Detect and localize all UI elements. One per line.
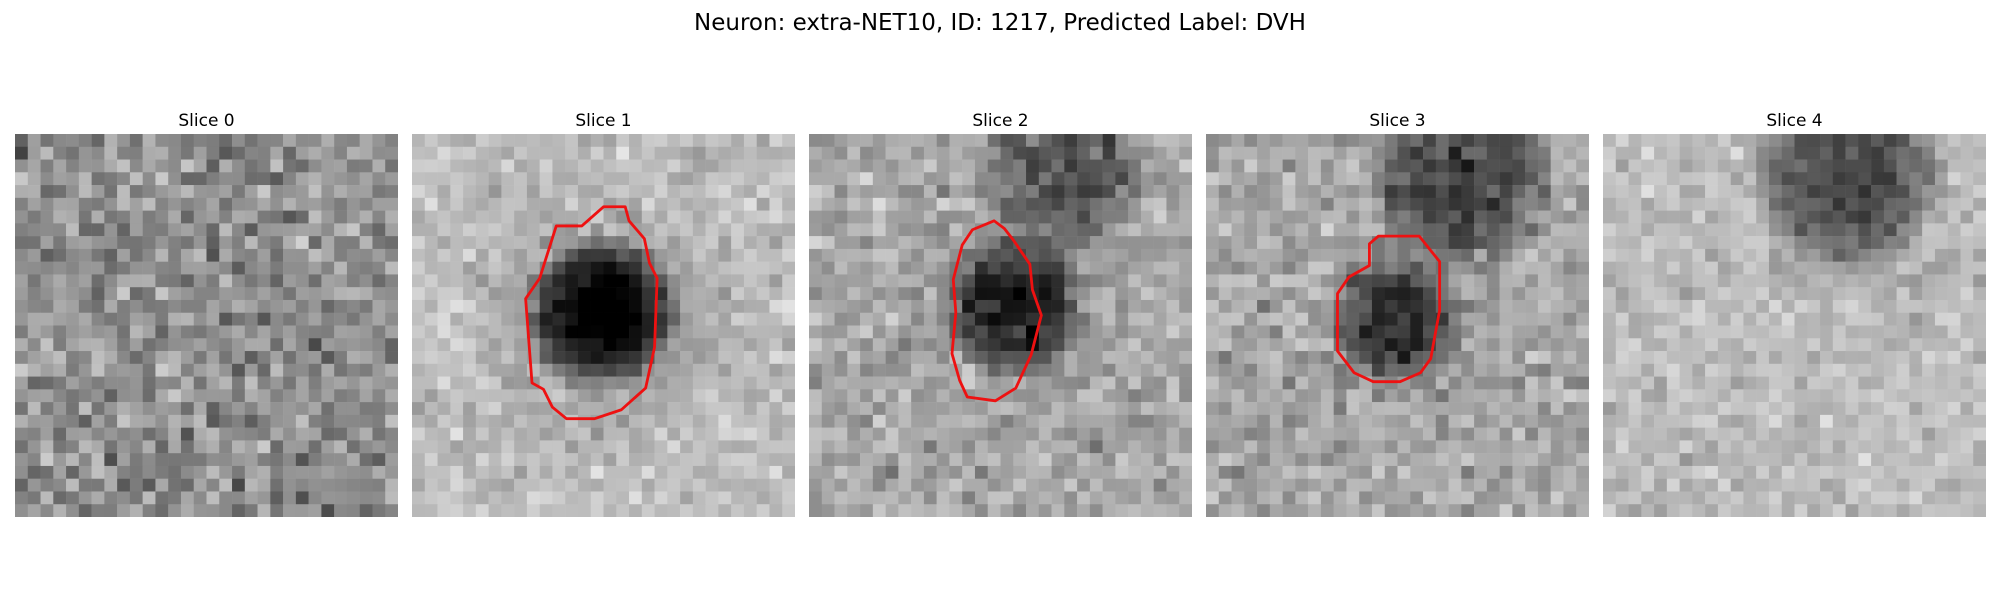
roi-outline: [950, 219, 1043, 403]
slice-panel-4: Slice 4: [1603, 108, 1986, 517]
roi-outline: [524, 205, 659, 421]
slice-image: [412, 134, 795, 517]
slice-panel-3: Slice 3: [1206, 108, 1589, 517]
slice-image: [1603, 134, 1986, 517]
slice-panel-2: Slice 2: [809, 108, 1192, 517]
slice-image: [809, 134, 1192, 517]
slice-panel-1: Slice 1: [412, 108, 795, 517]
slice-title: Slice 3: [1369, 111, 1426, 131]
slice-title: Slice 1: [575, 111, 632, 131]
slice-title: Slice 0: [178, 111, 235, 131]
slice-title: Slice 2: [972, 111, 1029, 131]
slice-title: Slice 4: [1766, 111, 1823, 131]
slice-image: [15, 134, 398, 517]
slice-panel-0: Slice 0: [15, 108, 398, 517]
roi-outline: [1336, 234, 1442, 384]
figure-title: Neuron: extra-NET10, ID: 1217, Predicted…: [694, 10, 1306, 36]
slice-image: [1206, 134, 1589, 517]
